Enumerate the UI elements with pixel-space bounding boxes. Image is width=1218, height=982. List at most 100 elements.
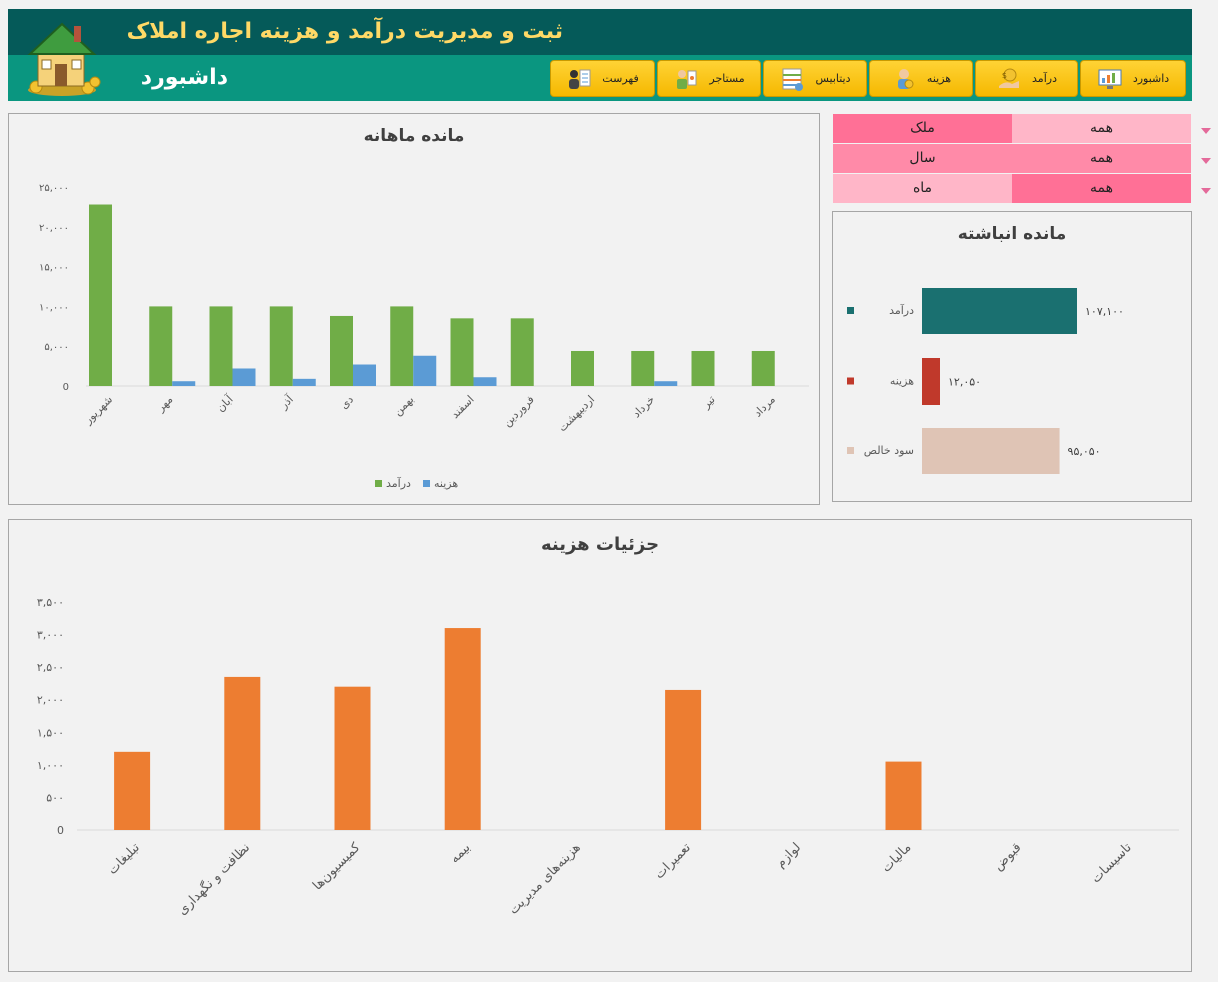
- filter-row-month[interactable]: ماه همه: [833, 174, 1191, 203]
- y-tick-label: ۵,۰۰۰: [44, 342, 69, 353]
- x-tick-label: آذر: [276, 392, 297, 413]
- filter-value[interactable]: همه: [1012, 114, 1191, 143]
- bar-net-profit: [922, 428, 1060, 474]
- bar-expense: [922, 358, 940, 405]
- nav-button-tenant[interactable]: مستاجر: [657, 60, 761, 97]
- x-tick-label: بهمن: [391, 393, 416, 418]
- bar-income: [89, 204, 112, 386]
- monthly-balance-panel: مانده ماهانه 0 ۵,۰۰۰ ۱۰,۰۰۰ ۱۵,۰۰۰ ۲۰,۰۰۰ ۲۵,…: [8, 113, 820, 505]
- filter-value[interactable]: همه: [1012, 174, 1191, 203]
- y-tick-label: ۱,۰۰۰: [37, 759, 64, 772]
- expense-icon: [897, 68, 914, 89]
- filter-dropdown-year[interactable]: [1191, 144, 1215, 173]
- list-icon: [569, 69, 591, 89]
- x-tick-label: لوازم: [773, 840, 804, 871]
- bar-income: [922, 288, 1077, 334]
- category-label: درآمد: [889, 303, 914, 317]
- nav-button-expense[interactable]: هزینه: [869, 60, 973, 97]
- chevron-down-icon: [1201, 158, 1211, 164]
- bar-expense: [172, 381, 196, 386]
- legend-swatch: [847, 377, 854, 385]
- monthly-balance-chart: 0 ۵,۰۰۰ ۱۰,۰۰۰ ۱۵,۰۰۰ ۲۰,۰۰۰ ۲۵,۰۰۰ شهریور مهر آ…: [39, 183, 809, 490]
- x-tick-label: نظافت و نگهداری: [174, 840, 253, 919]
- nav-label: داشبورد: [1132, 72, 1170, 85]
- bar-income: [631, 350, 655, 386]
- tenant-icon: [677, 69, 697, 89]
- nav-button-dashboard[interactable]: داشبورد: [1080, 60, 1186, 97]
- bar-value-label: ۱۰۷,۱۰۰: [1085, 305, 1124, 318]
- income-icon: $: [999, 68, 1020, 88]
- nav-label: دیتابیس: [815, 72, 851, 85]
- x-tick-label: خرداد: [630, 393, 657, 420]
- nav-label: درآمد: [1032, 72, 1057, 85]
- x-tick-label: کمیسیون‌ها: [310, 840, 364, 894]
- bar-income: [149, 306, 173, 386]
- filter-value[interactable]: همه: [1012, 144, 1191, 173]
- legend-swatch-expense: [423, 480, 430, 487]
- x-tick-label: قبوض: [991, 840, 1025, 874]
- filter-label: ماه: [833, 174, 1012, 203]
- y-tick-label: ۳,۰۰۰: [37, 629, 64, 642]
- y-tick-label: ۲,۰۰۰: [37, 694, 64, 707]
- bar-income: [510, 318, 534, 386]
- bar-income: [691, 350, 715, 386]
- y-tick-label: ۲۵,۰۰۰: [39, 183, 69, 194]
- y-tick-label: ۳,۵۰۰: [37, 596, 64, 609]
- x-tick-label: آبان: [213, 392, 236, 415]
- bar-income: [330, 315, 353, 386]
- bar-income: [269, 306, 293, 386]
- bar-income: [751, 350, 775, 386]
- x-tick-label: شهریور: [81, 393, 115, 427]
- filter-row-property[interactable]: ملک همه: [833, 114, 1191, 143]
- nav-button-database[interactable]: دیتابیس: [763, 60, 867, 97]
- x-tick-label: تاسیسات: [1089, 840, 1135, 886]
- bar-value-label: ۹۵,۰۵۰: [1068, 445, 1101, 458]
- filter-dropdown-property[interactable]: [1191, 114, 1215, 143]
- y-tick-label: ۱,۵۰۰: [37, 726, 64, 739]
- filter-row-year[interactable]: سال همه: [833, 144, 1191, 173]
- category-label: سود خالص: [864, 444, 914, 457]
- x-tick-label: هزینه‌های مدیریت: [506, 840, 584, 918]
- database-icon: [782, 68, 804, 91]
- y-tick-label: 0: [63, 382, 69, 393]
- x-tick-label: تبلیغات: [105, 840, 143, 878]
- svg-text:$: $: [1002, 71, 1007, 80]
- bar-expense: [353, 364, 376, 386]
- y-tick-label: ۵۰۰: [46, 791, 64, 804]
- x-tick-label: مالیات: [879, 840, 914, 875]
- bar-expense: [654, 381, 678, 386]
- x-tick-label: اسفند: [448, 393, 476, 421]
- legend-swatch-income: [375, 480, 382, 487]
- bar-expense-category: [334, 686, 371, 830]
- bar-income: [209, 306, 233, 386]
- legend-label-income: درآمد: [386, 476, 411, 490]
- nav-button-list[interactable]: فهرست: [550, 60, 655, 97]
- page-title: داشبورد: [140, 65, 228, 90]
- legend-swatch: [847, 447, 854, 454]
- x-tick-label: دی: [337, 393, 356, 412]
- x-tick-label: فروردین: [501, 393, 537, 429]
- nav-label: فهرست: [602, 72, 639, 85]
- legend-label-expense: هزینه: [434, 477, 458, 490]
- bar-expense: [473, 377, 497, 386]
- nav-button-income[interactable]: درآمد $: [975, 60, 1078, 97]
- dashboard-icon: [1098, 69, 1122, 89]
- y-tick-label: ۱۰,۰۰۰: [39, 302, 69, 313]
- chevron-down-icon: [1201, 128, 1211, 134]
- y-tick-label: ۲,۵۰۰: [37, 661, 64, 674]
- bar-expense-category: [224, 676, 261, 830]
- bar-expense-category: [444, 628, 481, 830]
- legend-swatch: [847, 307, 854, 314]
- bar-expense-category: [665, 689, 702, 830]
- chevron-down-icon: [1201, 188, 1211, 194]
- x-tick-label: اردیبهشت: [556, 393, 597, 434]
- y-tick-label: ۱۵,۰۰۰: [39, 263, 69, 274]
- filter-dropdown-month[interactable]: [1191, 174, 1215, 203]
- bar-expense: [292, 378, 316, 386]
- bar-expense: [232, 368, 256, 386]
- nav-label: مستاجر: [709, 72, 745, 85]
- expense-detail-chart: 0 ۵۰۰ ۱,۰۰۰ ۱,۵۰۰ ۲,۰۰۰ ۲,۵۰۰ ۳,۰۰۰ ۳,۵۰۰ تبلیغا…: [37, 596, 1179, 919]
- x-tick-label: مهر: [153, 393, 175, 415]
- cumulative-balance-panel: مانده انباشته ۱۰۷,۱۰۰ درآمد ۱۲,۰۵۰ هزینه ۹۵,…: [832, 211, 1192, 502]
- x-tick-label: تعمیرات: [652, 840, 694, 882]
